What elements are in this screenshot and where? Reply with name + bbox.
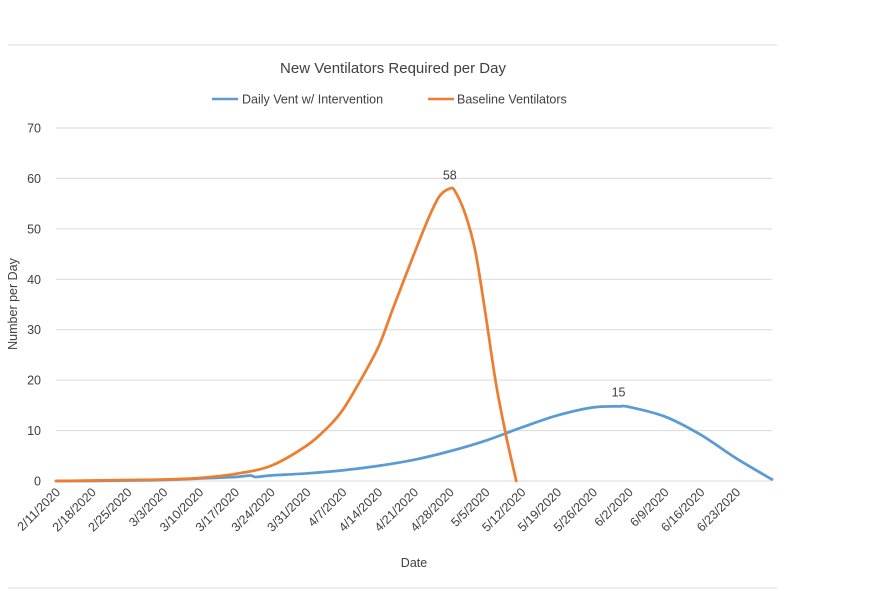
y-tick-label: 30 [27,323,41,337]
y-tick-label: 20 [27,374,41,388]
x-tick-labels: 2/11/20202/18/20202/25/20203/3/20203/10/… [15,485,744,534]
y-tick-label: 70 [27,122,41,136]
series-lines [54,186,774,483]
data-label-baseline-peak: 58 [443,169,457,183]
x-axis-title: Date [401,556,427,570]
legend-label-intervention: Daily Vent w/ Intervention [242,93,383,107]
series-line-baseline [54,186,518,483]
gridlines [56,127,772,482]
y-axis-title: Number per Day [6,257,20,349]
legend-label-baseline: Baseline Ventilators [457,93,567,107]
y-tick-labels: 0 10 20 30 40 50 60 70 [27,122,41,489]
y-tick-label: 10 [27,424,41,438]
y-tick-label: 50 [27,222,41,236]
y-tick-label: 60 [27,172,41,186]
chart-title: New Ventilators Required per Day [280,60,506,77]
series-line-intervention [54,404,774,483]
y-tick-label: 0 [34,475,41,489]
data-label-intervention-peak: 15 [612,385,626,399]
legend: Daily Vent w/ Intervention Baseline Vent… [212,93,567,107]
y-tick-label: 40 [27,273,41,287]
